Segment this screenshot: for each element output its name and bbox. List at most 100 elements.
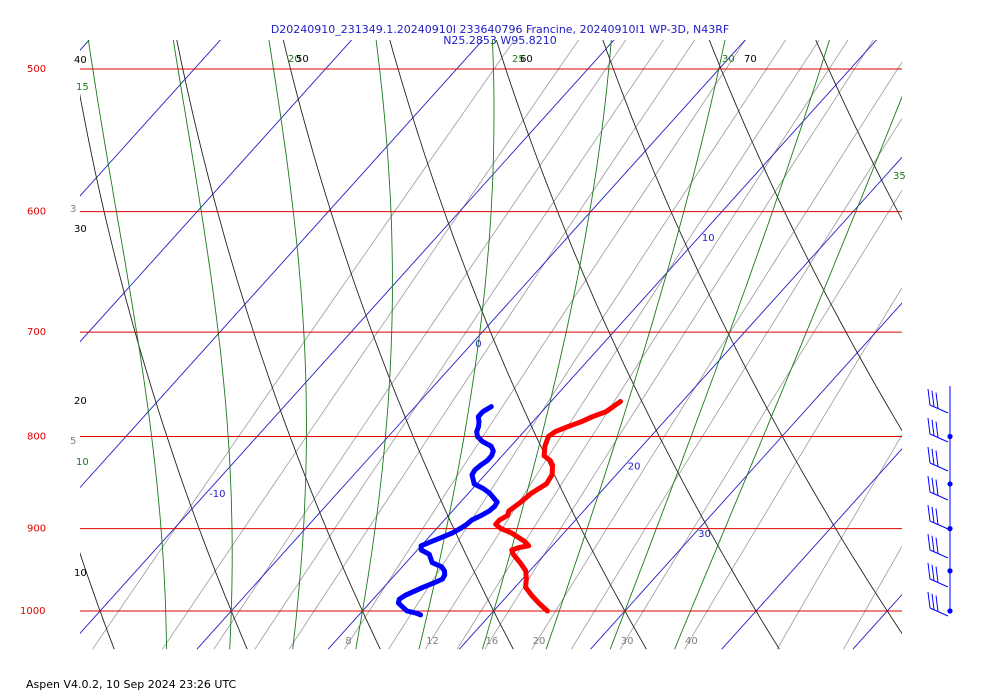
wind-barb: [927, 388, 949, 414]
mixing-ratio-label: 16: [485, 636, 498, 647]
dry-adiabat-label: 50: [296, 54, 309, 65]
moist-adiabat-label: 10: [76, 457, 89, 468]
dry-adiabat-line: [921, 37, 1000, 649]
title-line-2: N25.2853 W95.8210: [443, 34, 557, 47]
mixing-ratio-line: [776, 434, 902, 650]
wind-barb-flag: [927, 446, 931, 464]
isotherm-line: [852, 593, 902, 650]
isotherm-line: [80, 40, 353, 343]
wind-barb-shaft: [929, 578, 949, 588]
wind-barb: [927, 533, 949, 559]
wind-barb-flag: [931, 535, 935, 552]
wind-barb: [927, 591, 949, 617]
mixing-ratio-line: [213, 40, 627, 650]
moist-adiabat-line: [545, 40, 726, 650]
pressure-tick-label: 900: [27, 524, 46, 535]
wind-barb-flag: [931, 390, 935, 407]
software-version-footer: Aspen V4.0.2, 10 Sep 2024 23:26 UTC: [26, 678, 237, 691]
dry-adiabat-line: [176, 40, 381, 650]
mixing-ratio-label: 20: [533, 636, 546, 647]
mixing-ratio-label: 30: [621, 636, 634, 647]
wind-barb: [927, 504, 949, 530]
dry-adiabat-line: [80, 551, 115, 650]
wind-barb-flag: [935, 421, 939, 438]
mixing-ratio-line: [843, 545, 902, 650]
moist-adiabat-label: 30: [722, 54, 735, 65]
mixing-ratio-line: [344, 40, 746, 650]
mixing-ratio-label: 12: [426, 636, 439, 647]
wind-barb-flag: [927, 475, 931, 493]
isotherm-line: [80, 40, 90, 51]
title-line-1: D20240910_231349.1.20240910I 233640796 F…: [270, 23, 730, 36]
mixing-ratio-line: [531, 61, 902, 650]
dry-adiabat-line: [80, 93, 248, 650]
dry-adiabat-line: [708, 40, 902, 432]
wind-barb-flag: [931, 506, 935, 523]
isotherm-line: [458, 156, 902, 650]
dry-adiabat-label: 70: [744, 54, 757, 65]
isotherm-line: [984, 37, 1000, 649]
isotherm-line: [590, 302, 902, 650]
moist-adiabat-label: 35: [893, 171, 906, 182]
mixing-ratio-line: [484, 40, 874, 650]
pressure-tick-label: 700: [27, 327, 46, 338]
moist-adiabat-line: [418, 40, 495, 650]
mixing-ratio-line: [425, 40, 820, 650]
moist-adiabat-line: [609, 40, 830, 650]
wind-barb: [927, 475, 949, 501]
mixing-ratio-line: [288, 40, 696, 650]
wind-barb-shaft: [929, 433, 949, 443]
wind-barb-point: [947, 608, 953, 614]
moist-adiabat-label: 15: [76, 82, 89, 93]
dry-adiabat-line: [495, 40, 780, 650]
isotherm-line: [80, 40, 615, 634]
mixing-ratio-line: [162, 40, 580, 650]
isotherm-line: [80, 40, 221, 197]
moist-adiabat-label: 20: [288, 54, 301, 65]
pressure-tick-label: 800: [27, 432, 46, 443]
isotherm-label: 10: [702, 233, 715, 244]
wind-barb-shaft: [929, 520, 949, 530]
dry-adiabat-line: [282, 40, 514, 650]
dewpoint-trace: [395, 404, 500, 618]
mixing-ratio-line: [619, 189, 902, 650]
mixing-ratio-label: 8: [345, 636, 351, 647]
wind-barb-flag: [927, 533, 931, 551]
moist-adiabat-line: [172, 40, 233, 650]
temperature-trace: [493, 399, 623, 614]
isotherm-label: 30: [698, 529, 711, 540]
wind-barb-shaft: [929, 549, 949, 559]
wind-barb-flag: [935, 450, 939, 467]
wind-barb-point: [947, 433, 953, 440]
moist-adiabat-line: [481, 40, 612, 650]
wind-barb-flag: [931, 593, 935, 610]
wind-barb-flag: [931, 448, 935, 465]
dry-adiabat-line: [389, 40, 647, 650]
wind-barb-flag: [927, 591, 931, 609]
wind-barb-flag: [931, 477, 935, 494]
wind-barb-point: [947, 568, 953, 574]
wind-barb-flag: [935, 508, 939, 525]
pressure-tick-label: 1000: [20, 606, 45, 617]
pressure-tick-label: 600: [27, 207, 46, 218]
isotherm-label: -10: [209, 489, 225, 500]
wind-barb-flag: [935, 392, 939, 409]
dry-adiabat-label: 20: [74, 396, 87, 407]
wind-barb-flag: [935, 595, 939, 612]
mixing-ratio-line: [388, 40, 787, 650]
wind-barb-point: [947, 526, 953, 532]
wind-barb-flag: [935, 566, 939, 583]
moist-adiabat-label: 25: [512, 54, 525, 65]
isotherm-label: 20: [628, 461, 641, 472]
mixing-ratio-line: [92, 40, 515, 650]
moist-adiabat-line: [268, 40, 307, 650]
isotherm-line: [80, 40, 484, 489]
moist-adiabat-line: [674, 95, 902, 650]
isotherm-line: [721, 448, 902, 650]
wind-barb-flag: [931, 419, 935, 436]
wind-barb-flag: [935, 479, 939, 496]
wind-barb-shaft: [929, 607, 949, 617]
edge-label: 3: [70, 204, 76, 215]
wind-barb-flag: [927, 417, 931, 435]
moist-adiabat-line: [87, 40, 168, 650]
